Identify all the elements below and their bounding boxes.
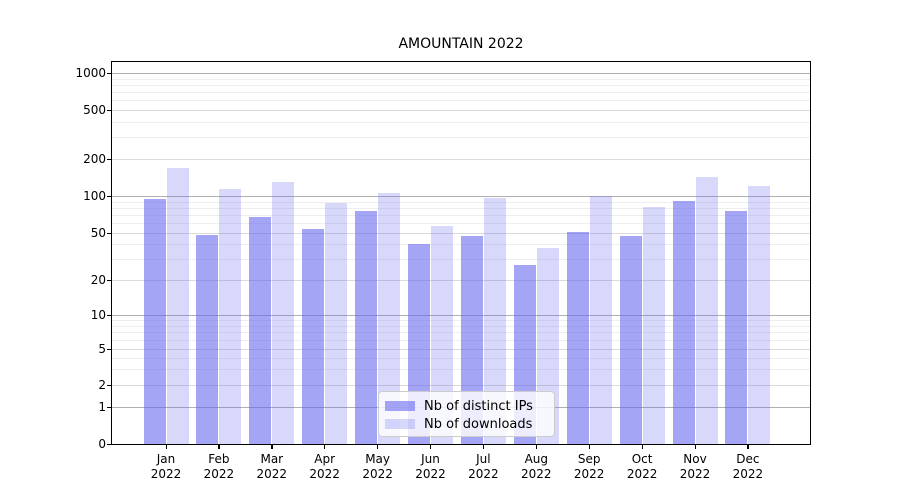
gridline-200 [112, 159, 810, 160]
y-tick-mark-200 [107, 158, 111, 160]
y-tick-mark-0 [107, 443, 111, 445]
gridline-50 [112, 233, 810, 234]
plot-area [111, 61, 811, 445]
gridline-minor-90 [112, 201, 810, 203]
bar-mar-distinct-ips [249, 217, 272, 444]
x-tick-mark-jan [165, 445, 167, 449]
bar-nov-downloads [695, 176, 718, 444]
legend-item-downloads: Nb of downloads [385, 415, 546, 433]
x-tick-label-oct: Oct 2022 [626, 452, 658, 481]
bar-feb-distinct-ips [196, 235, 219, 444]
y-tick-label-200: 200 [83, 152, 106, 166]
y-tick-label-100: 100 [83, 189, 106, 203]
gridline-1000 [112, 73, 810, 74]
y-tick-label-1000: 1000 [75, 66, 106, 80]
bar-dec-distinct-ips [725, 211, 748, 444]
bar-apr-distinct-ips [302, 228, 325, 444]
x-tick-mark-oct [641, 445, 643, 449]
y-tick-mark-100 [107, 195, 111, 197]
x-tick-mark-dec [747, 445, 749, 449]
x-tick-mark-jul [482, 445, 485, 449]
x-tick-mark-may [377, 445, 379, 449]
x-tick-label-mar: Mar 2022 [256, 452, 288, 481]
y-tick-mark-5 [107, 348, 111, 350]
y-tick-mark-500 [107, 109, 111, 111]
gridline-minor-60 [112, 223, 810, 225]
y-tick-mark-1000 [107, 72, 111, 74]
legend-swatch-distinct-ips [385, 401, 415, 411]
gridline-minor-900 [112, 78, 810, 80]
y-tick-label-10: 10 [90, 308, 106, 322]
x-tick-label-aug: Aug 2022 [521, 452, 552, 481]
y-tick-label-0: 0 [98, 437, 106, 451]
gridline-minor-70 [112, 215, 810, 217]
y-tick-mark-20 [107, 279, 111, 281]
gridline-minor-300 [112, 137, 810, 139]
legend-label-distinct-ips: Nb of distinct IPs [424, 398, 533, 414]
y-tick-label-20: 20 [90, 273, 106, 287]
x-tick-mark-feb [218, 445, 220, 449]
y-tick-mark-50 [107, 232, 111, 234]
x-tick-label-feb: Feb 2022 [203, 452, 235, 481]
x-tick-label-apr: Apr 2022 [309, 452, 340, 481]
bar-feb-downloads [219, 188, 242, 444]
gridline-minor-600 [112, 100, 810, 102]
legend: Nb of distinct IPs Nb of downloads [378, 391, 555, 437]
bar-jul-downloads [483, 198, 506, 444]
bar-mar-downloads [272, 181, 295, 444]
legend-swatch-downloads [385, 419, 415, 429]
gridline-100 [112, 196, 810, 197]
gridline-minor-80 [112, 207, 810, 209]
x-tick-mark-mar [271, 445, 273, 449]
y-tick-label-50: 50 [90, 226, 106, 240]
bar-jan-downloads [166, 167, 189, 444]
gridline-minor-800 [112, 84, 810, 86]
bar-sep-distinct-ips [566, 231, 589, 444]
gridline-minor-400 [112, 121, 810, 123]
y-tick-label-500: 500 [83, 103, 106, 117]
x-tick-mark-apr [324, 445, 326, 449]
bar-nov-distinct-ips [672, 201, 695, 444]
x-tick-label-may: May 2022 [362, 452, 393, 481]
bar-jan-distinct-ips [143, 199, 166, 444]
bar-apr-downloads [325, 202, 348, 444]
plot-inner [112, 62, 810, 444]
x-tick-label-sep: Sep 2022 [573, 452, 605, 481]
x-tick-label-jan: Jan 2022 [150, 452, 182, 481]
x-tick-mark-nov [694, 445, 696, 449]
bar-may-downloads [378, 193, 401, 444]
bar-oct-downloads [642, 207, 665, 444]
chart-title: AMOUNTAIN 2022 [398, 36, 524, 52]
gridline-minor-700 [112, 92, 810, 94]
y-tick-label-5: 5 [98, 342, 106, 356]
legend-label-downloads: Nb of downloads [424, 416, 533, 432]
bar-jun-downloads [431, 226, 453, 444]
x-tick-mark-aug [535, 445, 538, 449]
x-tick-mark-jun [430, 445, 432, 449]
bar-oct-distinct-ips [619, 236, 642, 444]
bar-sep-downloads [589, 196, 612, 444]
x-tick-label-dec: Dec 2022 [732, 452, 764, 481]
y-tick-mark-10 [107, 314, 111, 316]
gridline-500 [112, 110, 810, 111]
x-tick-mark-sep [588, 445, 590, 449]
y-tick-label-2: 2 [98, 378, 106, 392]
x-tick-label-jun: Jun 2022 [415, 452, 446, 481]
x-tick-label-nov: Nov 2022 [679, 452, 711, 481]
legend-item-distinct-ips: Nb of distinct IPs [385, 397, 546, 415]
x-tick-label-jul: Jul 2022 [468, 452, 499, 481]
y-tick-label-1: 1 [98, 400, 106, 414]
y-tick-mark-1 [107, 406, 111, 408]
y-tick-mark-2 [107, 384, 111, 386]
bar-may-distinct-ips [355, 211, 378, 444]
bar-dec-downloads [748, 186, 771, 444]
